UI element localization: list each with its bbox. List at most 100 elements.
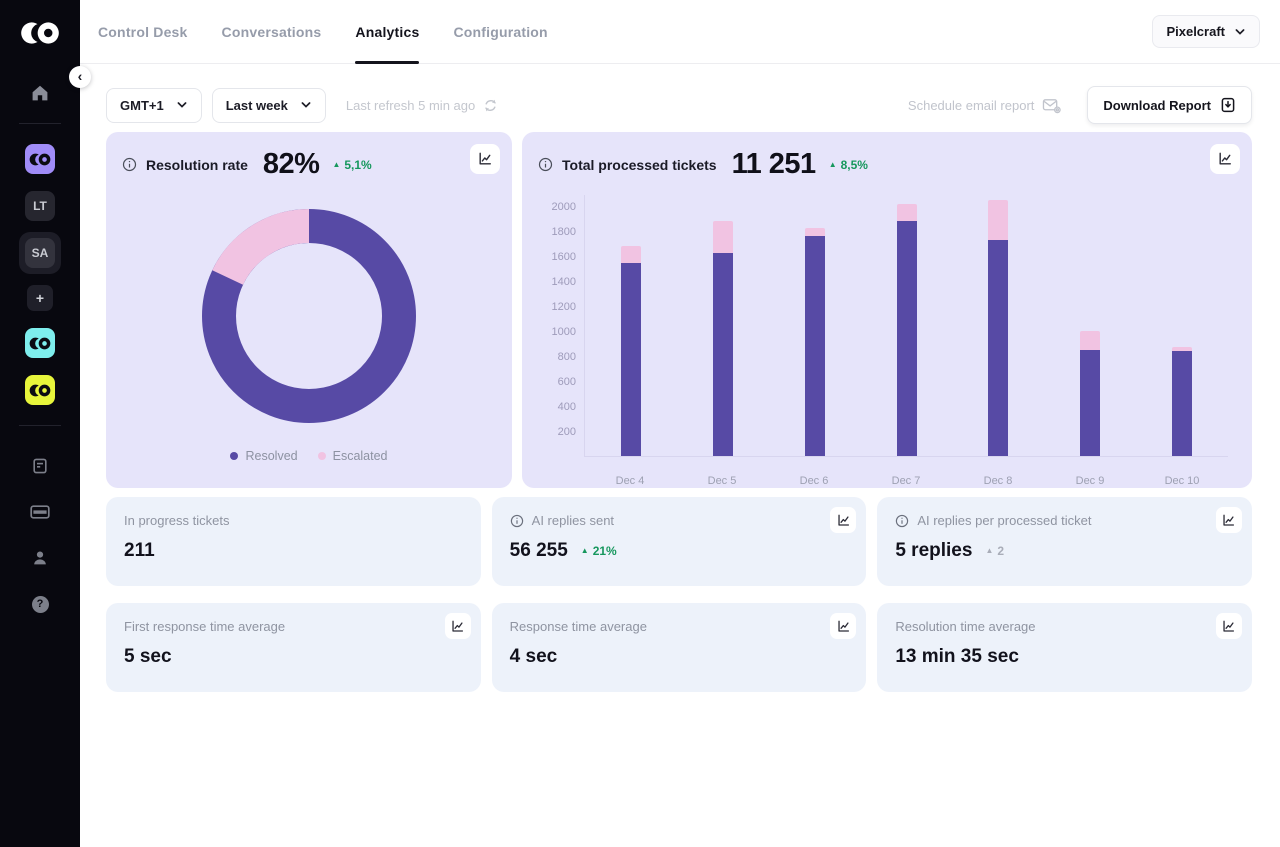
bar-segment-resolved — [620, 262, 641, 456]
bar-column[interactable] — [861, 195, 953, 456]
timezone-value: GMT+1 — [120, 97, 164, 113]
info-icon[interactable] — [895, 514, 909, 528]
profile-button[interactable] — [30, 548, 50, 568]
stat-title: Resolution time average — [895, 619, 1036, 634]
legend-dot-escalated — [317, 452, 326, 460]
resolution-rate-value: 82% — [262, 148, 320, 180]
workspace-tile-sa-selected[interactable]: SA — [19, 232, 61, 274]
bar-segment-escalated — [896, 204, 917, 222]
pdf-download-icon — [1221, 97, 1235, 113]
x-axis-label: Dec 8 — [983, 475, 1013, 487]
bar-segment-escalated — [712, 221, 733, 253]
help-button[interactable]: ? — [30, 594, 50, 614]
bar-plot-area — [584, 195, 1228, 457]
bar-segment-resolved — [1080, 349, 1101, 456]
bar-x-axis-labels: Dec 4 Dec 5 Dec 6 Dec 7 Dec 8 Dec 9 Dec 10 — [584, 475, 1228, 487]
stat-card-resolution-time: Resolution time average 13 min 35 sec — [877, 603, 1252, 692]
bar-segment-escalated — [620, 246, 641, 263]
expand-chart-button[interactable] — [830, 507, 857, 533]
tab-analytics[interactable]: Analytics — [355, 0, 420, 64]
y-axis-tick: 1000 — [551, 326, 576, 339]
tab-conversations[interactable]: Conversations — [221, 23, 322, 40]
changelog-button[interactable] — [30, 456, 50, 476]
info-icon[interactable] — [538, 157, 553, 172]
processed-tickets-value: 11 251 — [731, 148, 817, 180]
credit-card-icon — [30, 505, 50, 519]
tab-configuration[interactable]: Configuration — [453, 23, 548, 40]
expand-chart-button[interactable] — [470, 144, 500, 174]
account-dropdown[interactable]: Pixelcraft — [1152, 15, 1260, 48]
stat-value: 56 255 — [509, 540, 568, 561]
stat-value: 5 sec — [124, 646, 172, 667]
expand-chart-button[interactable] — [444, 613, 471, 639]
last-refresh-note: Last refresh 5 min ago — [346, 98, 498, 113]
date-range-value: Last week — [225, 97, 288, 113]
sidebar-divider — [19, 425, 61, 426]
stat-value: 4 sec — [509, 646, 558, 667]
processed-tickets-delta: ▲ 8,5% — [828, 157, 868, 172]
analytics-content: GMT+1 Last week Last refresh 5 min ago — [80, 64, 1280, 692]
timezone-select[interactable]: GMT+1 — [106, 87, 202, 123]
top-navigation: Control Desk Conversations Analytics Con… — [80, 0, 1280, 64]
y-axis-tick: 600 — [557, 376, 576, 389]
info-icon[interactable] — [122, 157, 137, 172]
line-chart-icon — [1223, 514, 1235, 526]
delta-up-icon: ▲ — [332, 159, 341, 169]
expand-chart-button[interactable] — [1210, 144, 1240, 174]
bar-column[interactable] — [769, 195, 861, 456]
bar-column[interactable] — [952, 195, 1044, 456]
bar-segment-escalated — [804, 227, 825, 236]
download-report-button[interactable]: Download Report — [1087, 86, 1252, 124]
expand-chart-button[interactable] — [1215, 507, 1242, 533]
bar-column[interactable] — [677, 195, 769, 456]
resolution-rate-delta: ▲ 5,1% — [332, 157, 372, 172]
info-icon[interactable] — [510, 514, 524, 528]
bar-column[interactable] — [1044, 195, 1136, 456]
stat-delta: ▲ 21% — [580, 544, 617, 558]
expand-chart-button[interactable] — [830, 613, 857, 639]
schedule-email-report-link[interactable]: Schedule email report — [908, 97, 1062, 114]
x-axis-label: Dec 4 — [615, 475, 645, 487]
download-label: Download Report — [1103, 97, 1211, 113]
workspace-logo-tile[interactable] — [25, 328, 55, 358]
line-chart-icon — [1219, 152, 1231, 165]
chevron-down-icon — [301, 102, 311, 108]
stat-card-first-response-time: First response time average 5 sec — [106, 603, 481, 692]
chevron-left-icon: ‹ — [77, 68, 83, 84]
home-icon — [32, 85, 48, 101]
bar-column[interactable] — [585, 195, 677, 456]
workspace-tile-lt[interactable]: LT — [25, 191, 55, 221]
stat-card-response-time: Response time average 4 sec — [491, 603, 867, 692]
chevron-down-icon — [1235, 28, 1245, 35]
add-workspace-button[interactable]: + — [27, 285, 53, 311]
card-title: Total processed tickets — [562, 156, 717, 173]
billing-button[interactable] — [30, 502, 50, 522]
bar-column[interactable] — [1136, 195, 1228, 456]
y-axis-tick: 1600 — [551, 251, 576, 264]
delta-up-icon: ▲ — [985, 546, 994, 555]
email-schedule-icon — [1043, 98, 1062, 113]
main-area: Control Desk Conversations Analytics Con… — [80, 0, 1280, 847]
stat-title: AI replies sent — [510, 513, 849, 528]
tab-control-desk[interactable]: Control Desk — [98, 23, 188, 40]
workspace-logo-tile[interactable] — [25, 375, 55, 405]
bar-segment-resolved — [804, 235, 825, 456]
workspace-logo-tile[interactable] — [25, 144, 55, 174]
date-range-select[interactable]: Last week — [211, 87, 326, 123]
stat-title: First response time average — [124, 619, 286, 634]
card-header: Total processed tickets 11 251 ▲ 8,5% — [538, 148, 1236, 181]
legend-escalated: Escalated — [317, 449, 388, 463]
bar-segment-escalated — [1080, 331, 1101, 350]
y-axis-tick: 1200 — [551, 301, 576, 314]
refresh-icon[interactable] — [483, 98, 498, 113]
line-chart-icon — [838, 620, 849, 632]
expand-chart-button[interactable] — [1215, 613, 1242, 639]
sidebar: ‹ LT SA + — [0, 0, 91, 847]
line-chart-icon — [452, 620, 464, 632]
home-button[interactable] — [30, 83, 50, 103]
sidebar-collapse-button[interactable]: ‹ — [69, 66, 91, 88]
legend-resolved: Resolved — [230, 449, 298, 463]
bar-segment-resolved — [988, 240, 1009, 456]
stat-card-ai-replies-sent: AI replies sent 56 255 ▲ 21% — [491, 497, 867, 586]
